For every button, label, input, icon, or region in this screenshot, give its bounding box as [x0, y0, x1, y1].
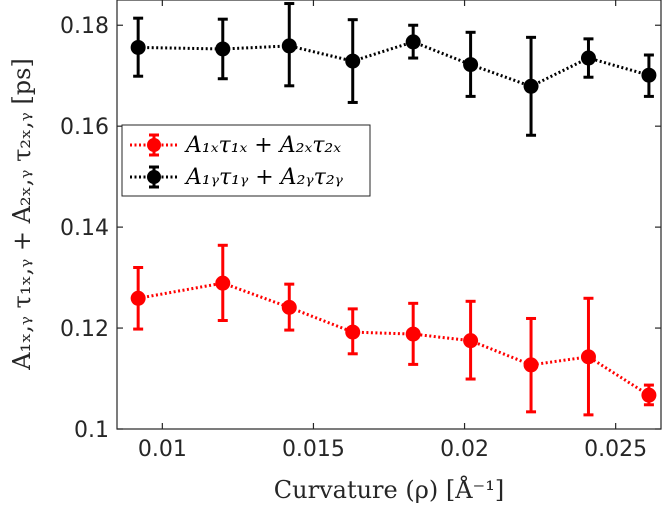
- legend-label-black: A₁ᵧτ₁ᵧ + A₂ᵧτ₂ᵧ: [184, 165, 344, 190]
- legend: A₁ₓτ₁ₓ + A₂ₓτ₂ₓ A₁ᵧτ₁ᵧ + A₂ᵧτ₂ᵧ: [121, 124, 371, 197]
- legend-marker-black: [147, 170, 161, 184]
- data-point: [580, 349, 596, 365]
- y-axis-label: A₁ₓ,ᵧ τ₁ₓ,ᵧ + A₂ₓ,ᵧ τ₂ₓ,ᵧ [ps]: [8, 58, 36, 371]
- y-tick-label: 0.14: [60, 216, 109, 241]
- data-point: [523, 78, 539, 94]
- data-point: [463, 57, 479, 73]
- series-0: [130, 243, 657, 417]
- legend-entry-red: A₁ₓτ₁ₓ + A₂ₓτ₂ₓ: [130, 133, 341, 158]
- legend-marker-red: [147, 138, 161, 152]
- data-point: [641, 387, 657, 403]
- data-point: [215, 275, 231, 291]
- data-point: [405, 34, 421, 50]
- x-tick-label: 0.015: [282, 437, 345, 462]
- x-axis-label: Curvature (ρ) [Å⁻¹]: [274, 475, 504, 504]
- data-point: [281, 38, 297, 54]
- legend-entry-black: A₁ᵧτ₁ᵧ + A₂ᵧτ₂ᵧ: [130, 165, 344, 190]
- data-point: [281, 299, 297, 315]
- data-point: [641, 67, 657, 83]
- y-tick-label: 0.1: [74, 418, 109, 443]
- x-tick-label: 0.025: [584, 437, 647, 462]
- data-point: [130, 290, 146, 306]
- data-point: [463, 333, 479, 349]
- series-1: [130, 2, 657, 137]
- legend-label-red: A₁ₓτ₁ₓ + A₂ₓτ₂ₓ: [184, 133, 341, 158]
- data-point: [580, 50, 596, 66]
- data-point: [345, 324, 361, 340]
- y-tick-label: 0.12: [60, 317, 109, 342]
- legend-box: [121, 124, 371, 197]
- data-point: [130, 39, 146, 55]
- data-point: [215, 41, 231, 57]
- x-tick-label: 0.02: [440, 437, 489, 462]
- plot-area: [116, 0, 662, 430]
- y-tick-label: 0.18: [60, 14, 109, 39]
- data-point: [523, 357, 539, 373]
- x-tick-label: 0.01: [138, 437, 187, 462]
- data-point: [345, 53, 361, 69]
- y-tick-label: 0.16: [60, 115, 109, 140]
- data-point: [405, 326, 421, 342]
